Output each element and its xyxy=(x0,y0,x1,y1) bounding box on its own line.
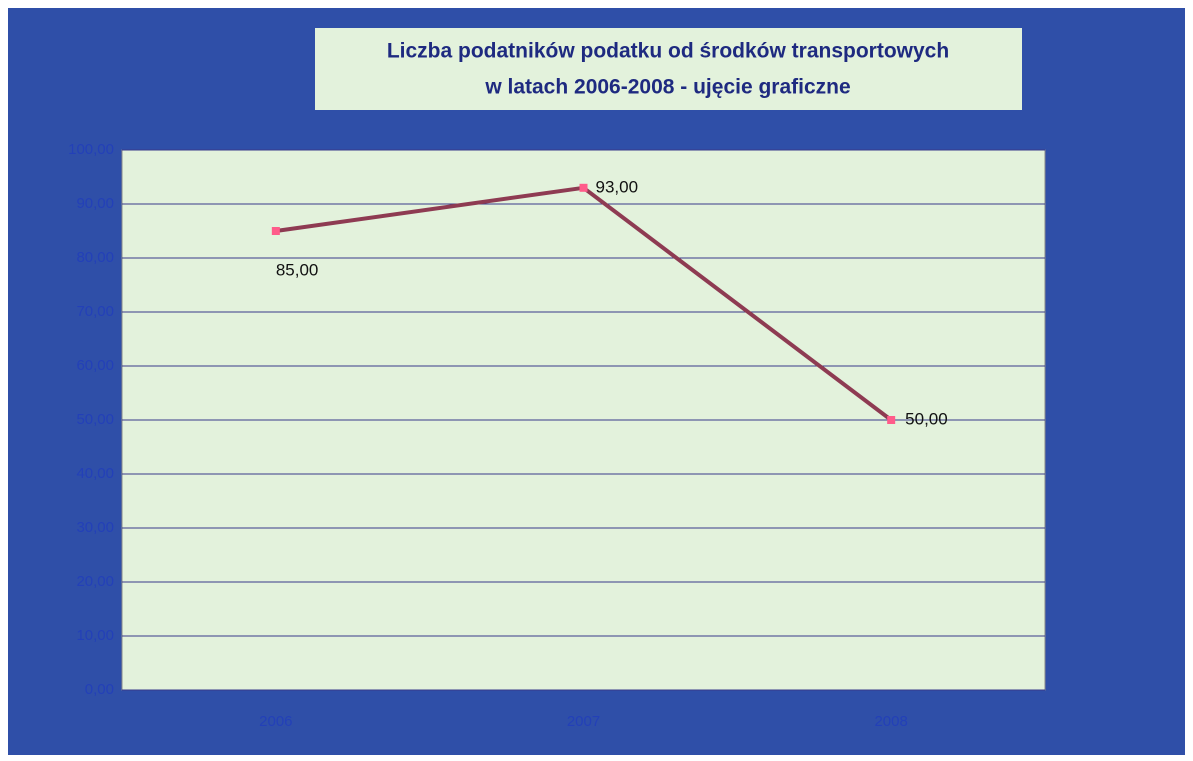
marker xyxy=(579,183,588,192)
marker xyxy=(887,416,896,424)
y-tick-label: 100,00 xyxy=(68,141,114,158)
y-tick-label: 50,00 xyxy=(76,411,114,428)
y-tick-label: 80,00 xyxy=(76,249,114,266)
x-tick-label: 2007 xyxy=(567,713,600,730)
data-label: 93,00 xyxy=(596,177,639,196)
y-tick-label: 10,00 xyxy=(76,627,114,644)
marker xyxy=(271,227,280,235)
chart-title: Liczba podatników podatku od środków tra… xyxy=(387,40,949,63)
y-tick-label: 0,00 xyxy=(85,681,114,698)
y-tick-label: 70,00 xyxy=(76,303,114,320)
y-tick-label: 30,00 xyxy=(76,519,114,536)
y-tick-label: 90,00 xyxy=(76,195,114,212)
y-tick-label: 60,00 xyxy=(76,357,114,374)
title-box xyxy=(315,28,1022,110)
chart-title: w latach 2006-2008 - ujęcie graficzne xyxy=(484,76,850,99)
y-tick-label: 40,00 xyxy=(76,465,114,482)
x-tick-label: 2008 xyxy=(874,713,907,730)
x-tick-label: 2006 xyxy=(259,713,292,730)
y-tick-label: 20,00 xyxy=(76,573,114,590)
data-label: 50,00 xyxy=(905,409,948,428)
data-label: 85,00 xyxy=(276,260,319,279)
